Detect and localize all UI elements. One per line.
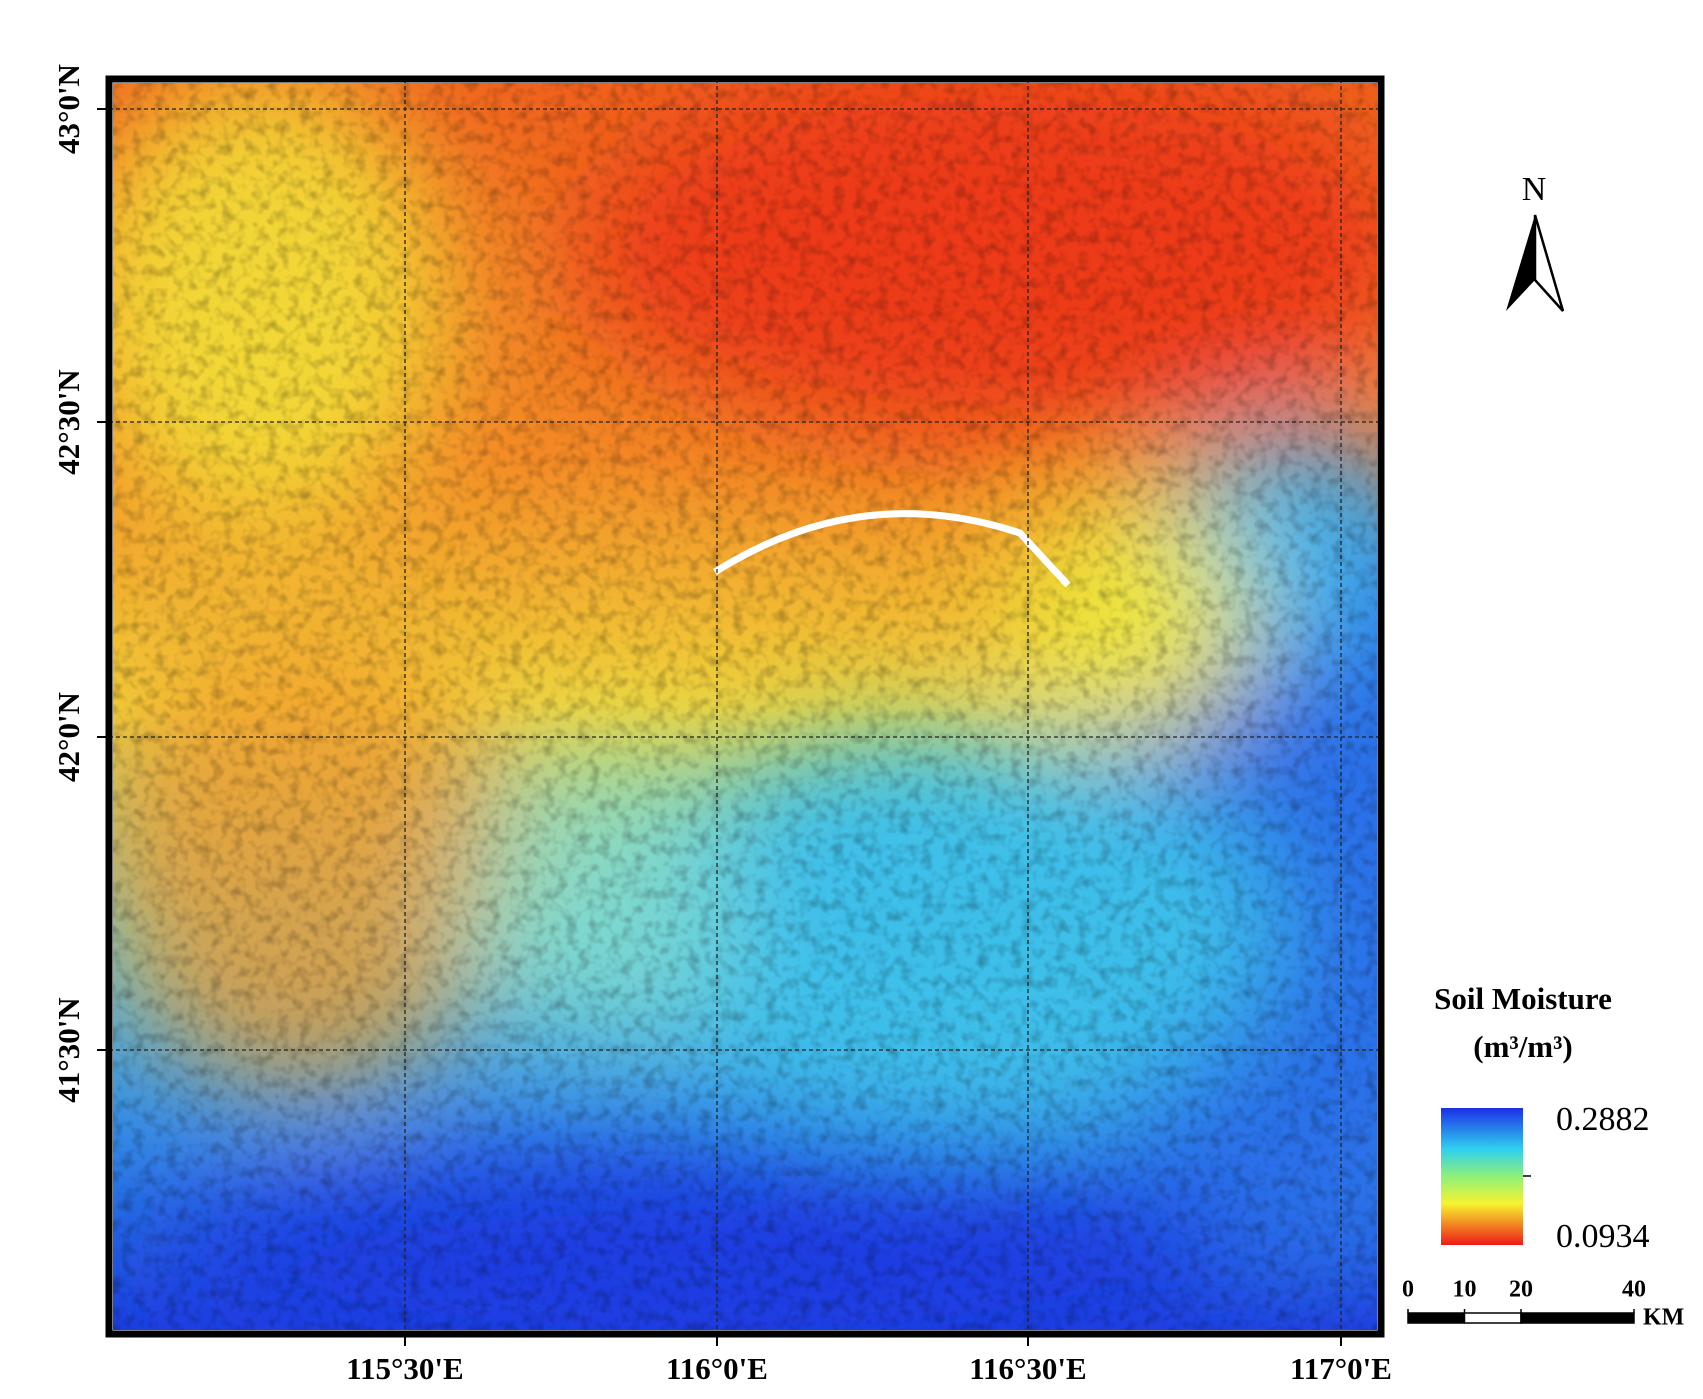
north-arrow: N <box>1506 171 1565 312</box>
map-frame <box>105 75 1385 1338</box>
color-bar <box>1441 1108 1523 1245</box>
raster <box>113 83 1377 1330</box>
scale-unit: KM <box>1643 1305 1684 1331</box>
scale-tick-label: 10 <box>1453 1277 1477 1303</box>
lat-label: 42°30'N <box>51 369 86 474</box>
north-label: N <box>1522 171 1547 208</box>
lat-label: 43°0'N <box>51 64 86 154</box>
arrow-right <box>1533 214 1565 312</box>
scale-segment <box>1463 1312 1522 1324</box>
lon-label: 117°0'E <box>1290 1351 1392 1386</box>
graticule: 43°0'N 42°30'N 42°0'N 41°30'N 115°30'E 116°0'… <box>51 64 1392 1386</box>
scale-tick-label: 40 <box>1622 1277 1646 1303</box>
legend-max: 0.2882 <box>1556 1101 1650 1138</box>
lon-label: 115°30'E <box>346 1351 463 1386</box>
scale-segment <box>1520 1312 1635 1324</box>
legend: Soil Moisture (m³/m³) 0.2882 0.0934 <box>1434 981 1649 1255</box>
lon-label: 116°30'E <box>969 1351 1086 1386</box>
lat-label: 42°0'N <box>51 692 86 782</box>
legend-unit: (m³/m³) <box>1473 1029 1573 1064</box>
legend-title: Soil Moisture <box>1434 981 1612 1016</box>
scale-tick-label: 20 <box>1509 1277 1533 1303</box>
scale-tick-label: 0 <box>1402 1277 1414 1303</box>
legend-min: 0.0934 <box>1556 1218 1650 1255</box>
scale-bar: KM 0 10 20 40 <box>1402 1277 1684 1331</box>
arrow-left <box>1506 215 1535 311</box>
lon-label: 116°0'E <box>666 1351 768 1386</box>
lat-label: 41°30'N <box>51 997 86 1102</box>
scale-segment <box>1407 1312 1466 1324</box>
